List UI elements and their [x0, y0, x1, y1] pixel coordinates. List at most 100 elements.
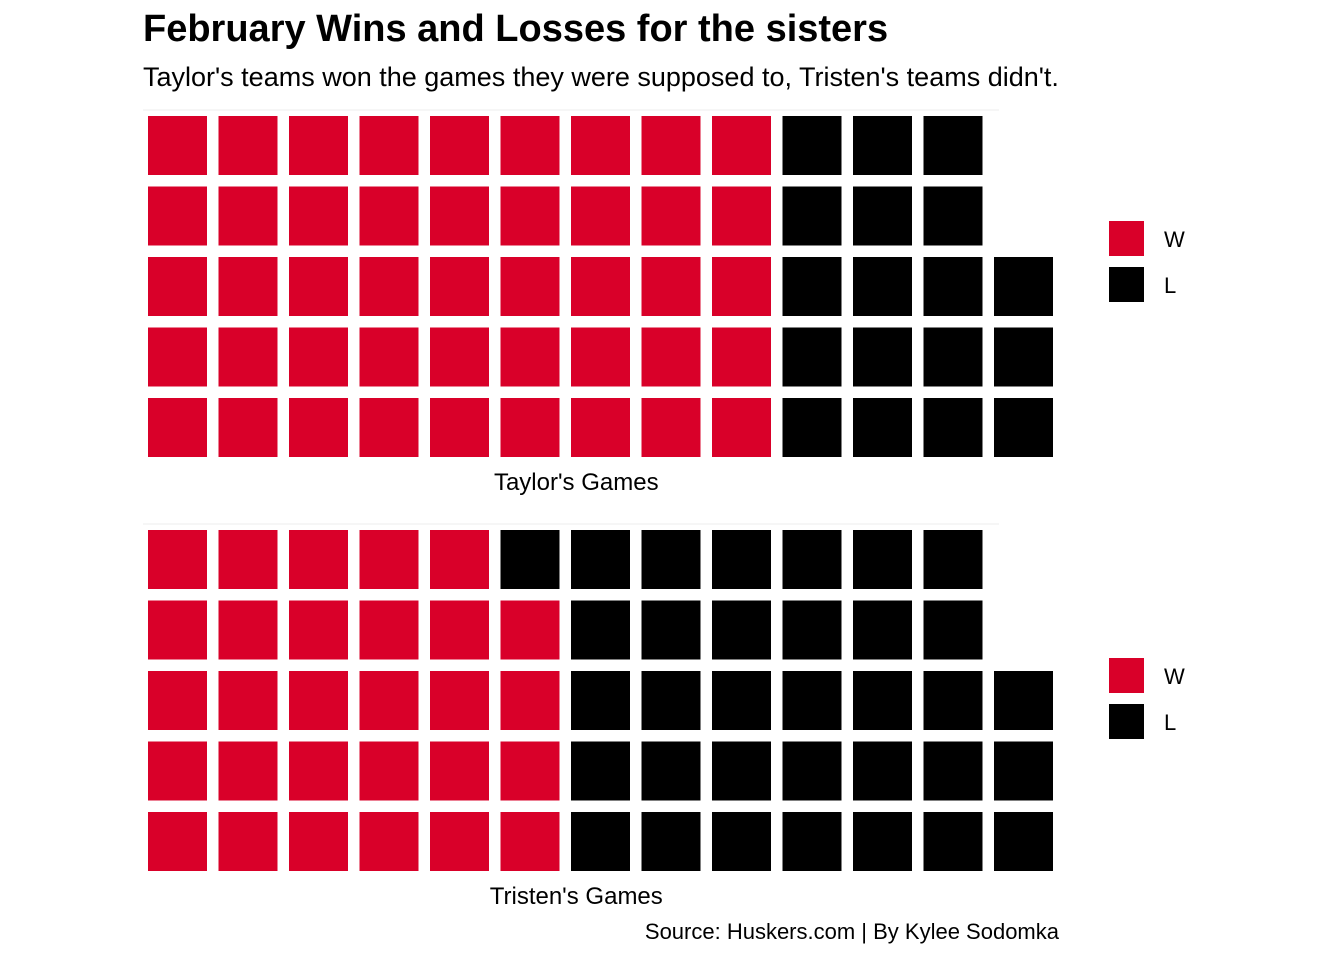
waffle-cell-W — [148, 186, 207, 246]
waffle-cell-L — [923, 186, 983, 246]
waffle-cell-L — [782, 600, 842, 660]
waffle-cell-W — [359, 741, 419, 801]
waffle-cell-W — [430, 530, 489, 589]
waffle-cell-W — [641, 327, 701, 387]
waffle-cell-W — [289, 671, 348, 730]
waffle-cell-L — [994, 812, 1053, 871]
waffle-cell-W — [218, 812, 278, 871]
waffle-cell-L — [782, 257, 842, 316]
waffle-cell-W — [430, 600, 489, 660]
waffle-cell-W — [430, 671, 489, 730]
waffle-cell-W — [430, 257, 489, 316]
waffle-cell-W — [430, 327, 489, 387]
waffle-cell-L — [571, 530, 630, 589]
waffle-cell-W — [430, 398, 489, 457]
waffle-cell-W — [359, 530, 419, 589]
waffle-cell-W — [289, 812, 348, 871]
waffle-cell-L — [853, 327, 912, 387]
waffle-cell-W — [571, 257, 630, 316]
waffle-cell-W — [500, 186, 560, 246]
waffle-cell-W — [289, 257, 348, 316]
x-axis-label: Taylor's Games — [494, 469, 659, 496]
waffle-cell-W — [359, 812, 419, 871]
waffle-cell-W — [500, 116, 560, 175]
waffle-cell-W — [218, 257, 278, 316]
chart-caption: Source: Huskers.com | By Kylee Sodomka — [644, 919, 1059, 944]
waffle-cell-W — [571, 327, 630, 387]
waffle-cell-L — [641, 741, 701, 801]
waffle-cell-W — [289, 600, 348, 660]
waffle-cell-W — [218, 116, 278, 175]
waffle-cell-L — [923, 257, 983, 316]
legend: WL — [1109, 221, 1185, 302]
waffle-cell-W — [148, 327, 207, 387]
waffle-cell-W — [641, 116, 701, 175]
waffle-cell-W — [148, 398, 207, 457]
waffle-cell-L — [994, 327, 1053, 387]
waffle-cell-L — [853, 116, 912, 175]
waffle-cell-W — [218, 186, 278, 246]
waffle-cell-L — [853, 186, 912, 246]
chart-subtitle: Taylor's teams won the games they were s… — [143, 62, 1059, 92]
waffle-cell-W — [289, 116, 348, 175]
waffle-cell-L — [712, 812, 771, 871]
waffle-cell-L — [923, 812, 983, 871]
waffle-cell-W — [289, 327, 348, 387]
waffle-cell-L — [641, 600, 701, 660]
waffle-cell-W — [218, 327, 278, 387]
waffle-cell-W — [712, 327, 771, 387]
waffle-cell-W — [712, 116, 771, 175]
waffle-cell-W — [712, 398, 771, 457]
legend-key-W — [1109, 221, 1144, 256]
waffle-cell-L — [782, 671, 842, 730]
waffle-cell-W — [218, 671, 278, 730]
waffle-cell-L — [853, 600, 912, 660]
waffle-cell-W — [641, 257, 701, 316]
waffle-cell-W — [289, 530, 348, 589]
legend-label-L: L — [1164, 710, 1176, 735]
waffle-cell-W — [571, 186, 630, 246]
waffle-cell-L — [712, 600, 771, 660]
legend-label-L: L — [1164, 273, 1176, 298]
waffle-cell-W — [218, 600, 278, 660]
waffle-cell-L — [923, 741, 983, 801]
legend: WL — [1109, 658, 1185, 739]
waffle-cell-L — [853, 671, 912, 730]
waffle-cell-L — [641, 530, 701, 589]
waffle-cell-L — [994, 398, 1053, 457]
waffle-cell-L — [641, 671, 701, 730]
waffle-cell-W — [359, 671, 419, 730]
waffle-cell-W — [359, 116, 419, 175]
waffle-cell-L — [853, 398, 912, 457]
waffle-cell-W — [289, 741, 348, 801]
waffle-cell-W — [148, 116, 207, 175]
waffle-cell-L — [782, 116, 842, 175]
waffle-cell-W — [500, 600, 560, 660]
waffle-cell-L — [782, 812, 842, 871]
waffle-cell-L — [853, 257, 912, 316]
waffle-cell-W — [500, 812, 560, 871]
waffle-cell-W — [359, 398, 419, 457]
waffle-cell-L — [923, 398, 983, 457]
waffle-cell-W — [218, 398, 278, 457]
waffle-cell-W — [712, 257, 771, 316]
waffle-cell-L — [994, 671, 1053, 730]
waffle-cell-W — [289, 398, 348, 457]
waffle-cell-W — [500, 671, 560, 730]
waffle-cell-L — [712, 671, 771, 730]
waffle-cell-W — [430, 741, 489, 801]
waffle-cell-W — [641, 398, 701, 457]
waffle-cell-W — [641, 186, 701, 246]
waffle-cell-W — [500, 257, 560, 316]
waffle-cell-L — [500, 530, 560, 589]
waffle-cell-L — [641, 812, 701, 871]
waffle-cell-L — [782, 741, 842, 801]
waffle-cell-L — [923, 600, 983, 660]
waffle-cell-W — [359, 327, 419, 387]
waffle-cell-W — [218, 741, 278, 801]
waffle-cell-L — [923, 116, 983, 175]
waffle-cell-W — [430, 186, 489, 246]
waffle-cell-W — [500, 741, 560, 801]
